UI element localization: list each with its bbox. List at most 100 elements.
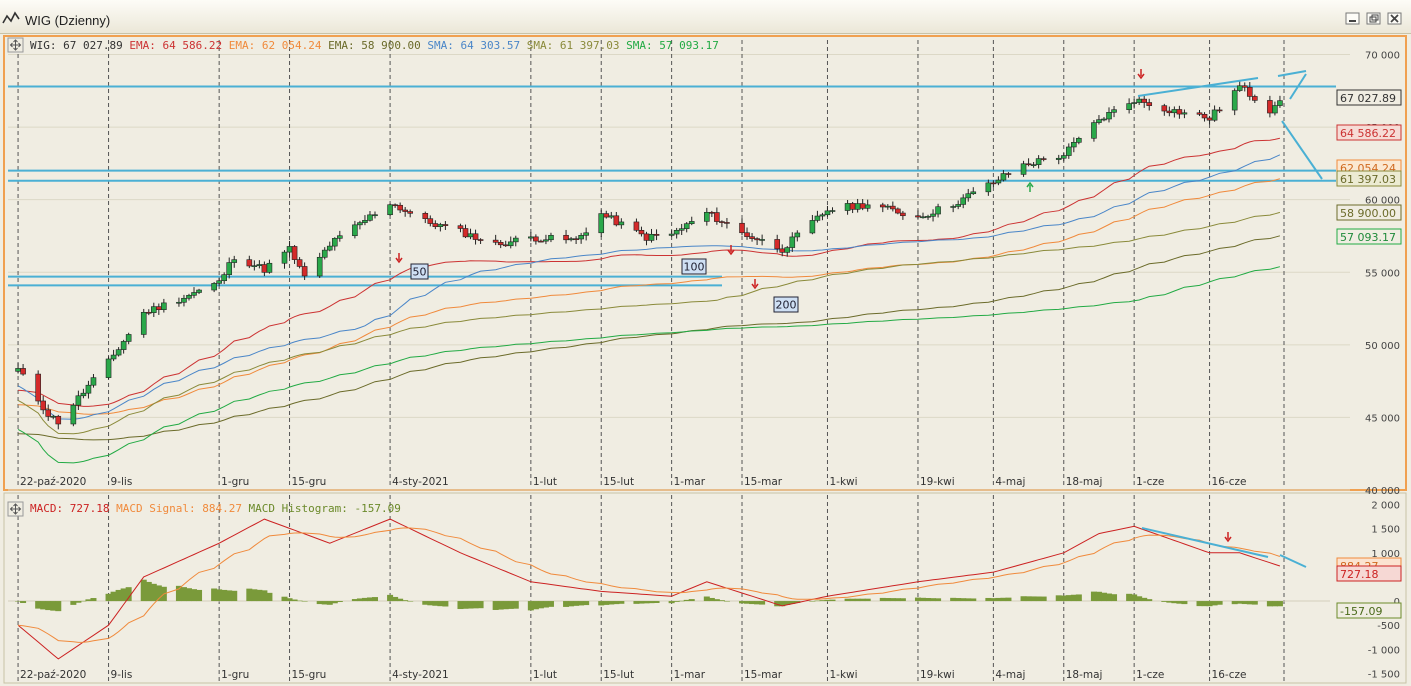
histogram-bar bbox=[1276, 601, 1283, 607]
legend-value: 727.18 bbox=[63, 502, 109, 515]
candle-body bbox=[895, 208, 901, 214]
histogram-bar bbox=[950, 597, 957, 602]
date-tick-label: 22-paź-2020 bbox=[20, 669, 86, 681]
histogram-bar bbox=[774, 601, 781, 607]
histogram-bar bbox=[583, 601, 590, 606]
histogram-bar bbox=[1005, 597, 1012, 602]
candle-body bbox=[1166, 110, 1173, 114]
histogram-bar bbox=[462, 601, 469, 609]
trendlines bbox=[1137, 70, 1323, 568]
histogram-bar bbox=[598, 601, 605, 606]
legend-label: WIG: bbox=[30, 39, 57, 52]
histogram-bar bbox=[477, 601, 484, 609]
candle-body bbox=[809, 220, 816, 234]
candle-body bbox=[819, 214, 826, 217]
candle-body bbox=[779, 248, 786, 253]
date-tick-label: 1-gru bbox=[221, 476, 249, 488]
candle-body bbox=[814, 215, 821, 221]
candle-body bbox=[719, 221, 725, 223]
candle-body bbox=[528, 236, 534, 239]
macd-signal-line bbox=[18, 527, 1281, 643]
macd-lines bbox=[17, 518, 1281, 660]
sell-arrow-icon bbox=[751, 279, 759, 290]
histogram-bar bbox=[894, 598, 901, 602]
histogram-bar bbox=[507, 601, 514, 609]
candle-body bbox=[120, 341, 127, 350]
price-tick-label: 45 000 bbox=[1365, 413, 1400, 424]
candle-body bbox=[598, 213, 605, 234]
candle-body bbox=[925, 216, 931, 218]
histogram-bar bbox=[35, 601, 42, 609]
candle-body bbox=[181, 297, 187, 303]
move-handle-icon[interactable] bbox=[7, 501, 24, 517]
histogram-bar bbox=[1131, 594, 1138, 602]
histogram-bar bbox=[387, 594, 394, 602]
histogram-bar bbox=[316, 601, 323, 605]
histogram-bar bbox=[789, 601, 796, 604]
candle-body bbox=[774, 239, 781, 250]
legend-value: -157.09 bbox=[348, 502, 401, 515]
tag-text: -157.09 bbox=[1340, 605, 1382, 618]
histogram-bar bbox=[568, 601, 575, 607]
histogram-bar bbox=[492, 601, 499, 610]
histogram-bar bbox=[859, 598, 866, 602]
candle-body bbox=[1131, 102, 1137, 104]
candle-body bbox=[533, 236, 539, 242]
candle-body bbox=[20, 368, 26, 375]
move-handle-icon[interactable] bbox=[7, 37, 24, 53]
candle-body bbox=[759, 239, 765, 241]
histogram-bar bbox=[1266, 601, 1273, 607]
candle-body bbox=[638, 229, 645, 235]
histogram-bar bbox=[819, 600, 826, 602]
restore-icon[interactable] bbox=[1366, 12, 1382, 26]
candle-body bbox=[321, 249, 328, 258]
histogram-bar bbox=[115, 589, 122, 602]
histogram-bar bbox=[809, 601, 816, 602]
date-tick-label: 15-lut bbox=[603, 669, 634, 681]
price-value-tag: 64 586.22 bbox=[1336, 124, 1402, 141]
candle-body bbox=[422, 213, 429, 219]
histogram-bar bbox=[653, 601, 660, 603]
date-tick-label: 1-cze bbox=[1136, 669, 1164, 681]
candle-body bbox=[507, 241, 514, 247]
histogram-bar bbox=[814, 600, 821, 602]
price-tick-label: 50 000 bbox=[1365, 341, 1400, 352]
histogram-bar bbox=[829, 599, 836, 602]
candle-body bbox=[226, 262, 233, 275]
histogram-bar bbox=[1206, 601, 1213, 607]
histogram-bar bbox=[80, 600, 87, 602]
histogram-bar bbox=[1241, 601, 1248, 605]
histogram-bar bbox=[437, 601, 444, 607]
histogram-bar bbox=[1000, 597, 1007, 602]
candle-body bbox=[578, 235, 584, 240]
candle-body bbox=[372, 214, 378, 217]
candle-body bbox=[643, 233, 650, 241]
candle-body bbox=[1091, 122, 1097, 139]
histogram-bar bbox=[261, 590, 268, 602]
candle-body bbox=[35, 373, 41, 402]
candle-body bbox=[583, 232, 589, 236]
minimize-icon[interactable] bbox=[1345, 12, 1361, 26]
histogram-bar bbox=[326, 601, 333, 605]
candle-body bbox=[573, 238, 579, 241]
histogram-bar bbox=[397, 598, 404, 602]
histogram-bar bbox=[301, 601, 308, 602]
candle-body bbox=[1055, 157, 1062, 160]
histogram-bar bbox=[985, 597, 992, 602]
histogram-bar bbox=[759, 601, 766, 605]
moving-average-line bbox=[17, 266, 1281, 464]
candle-body bbox=[1000, 173, 1007, 181]
histogram-bar bbox=[125, 587, 132, 602]
price-value-tag: 67 027.89 bbox=[1336, 89, 1402, 106]
close-icon[interactable] bbox=[1387, 12, 1403, 26]
candle-body bbox=[15, 368, 21, 372]
legend-value: 58 900.00 bbox=[355, 39, 421, 52]
histogram-bar bbox=[1171, 601, 1178, 604]
histogram-bar bbox=[175, 585, 182, 602]
candle-body bbox=[844, 203, 851, 211]
candle-body bbox=[110, 354, 117, 360]
histogram-bar bbox=[231, 590, 238, 602]
histogram-bar bbox=[749, 601, 756, 605]
histogram-bar bbox=[930, 598, 937, 602]
